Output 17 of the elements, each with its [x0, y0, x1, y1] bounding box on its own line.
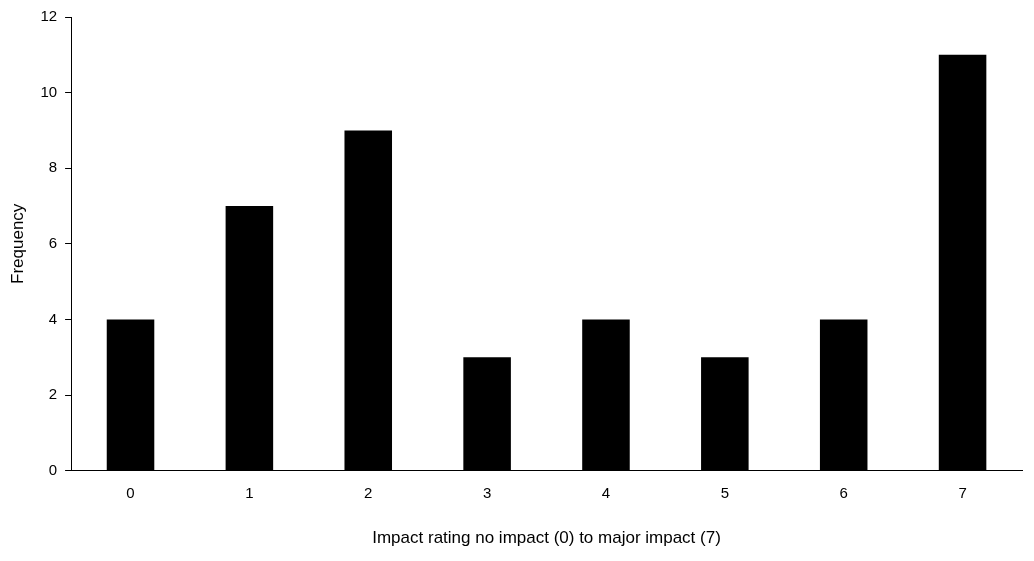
- y-tick-label: 0: [48, 460, 58, 478]
- x-tick-label: 2: [364, 483, 373, 501]
- y-tick-label: 8: [48, 158, 58, 176]
- y-tick-label: 6: [48, 233, 58, 251]
- y-tick-label: 4: [48, 309, 58, 327]
- x-tick-label: 0: [126, 483, 135, 501]
- x-tick-label: 3: [482, 483, 492, 501]
- x-tick-label: 1: [245, 483, 254, 501]
- x-tick-label: 5: [720, 483, 730, 501]
- y-axis-title: Frequency: [7, 203, 27, 284]
- x-tick-label: 7: [958, 483, 967, 501]
- x-tick-label: 4: [601, 483, 611, 501]
- x-axis-title: Impact rating no impact (0) to major impact (7): [372, 528, 721, 548]
- y-tick-label: 12: [40, 7, 58, 25]
- x-tick-label: 6: [839, 483, 848, 501]
- y-tick-label: 2: [48, 385, 58, 403]
- y-tick-label: 10: [40, 82, 58, 100]
